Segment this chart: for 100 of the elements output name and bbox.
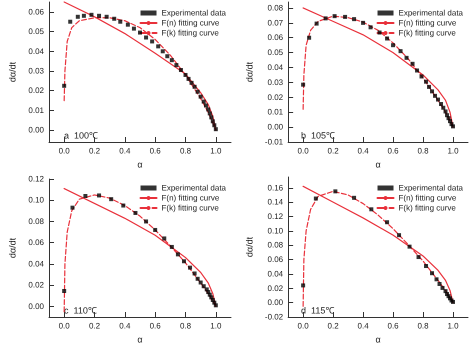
y-tick-label: 0.00 (268, 298, 284, 308)
x-tick-label: 0.2 (328, 322, 340, 330)
y-tick-label: 0.01 (28, 106, 45, 115)
point (97, 14, 102, 18)
y-tick-label: -0.02 (264, 312, 284, 322)
point (439, 102, 444, 106)
point (324, 16, 328, 20)
y-tick-label: 0.04 (28, 46, 45, 56)
legend-label: F(n) fitting curve (398, 194, 457, 202)
y-tick-label: 0.05 (28, 27, 45, 36)
point (410, 62, 415, 66)
x-tick-label: 0.0 (58, 322, 70, 330)
point (408, 244, 412, 249)
y-tick-label: 0.02 (268, 284, 284, 293)
y-axis-title: dα/dt (8, 237, 18, 258)
x-tick-label: 0.6 (150, 146, 162, 156)
y-tick-label: 0.06 (28, 238, 45, 248)
y-tick-label: 0.10 (28, 196, 45, 205)
y-tick-label: 0.03 (28, 66, 45, 76)
y-tick-label: 0.06 (28, 7, 45, 16)
point (433, 94, 438, 98)
point (420, 74, 424, 78)
point (176, 252, 180, 256)
point (82, 14, 86, 18)
point (126, 22, 130, 27)
y-tick-label: 0.05 (268, 48, 284, 58)
y-tick-label: 0.12 (268, 212, 284, 221)
point (368, 25, 373, 30)
point (62, 288, 66, 293)
point (332, 14, 337, 18)
x-tick-label: 0.0 (58, 146, 70, 156)
x-tick-label: 0.8 (417, 322, 430, 330)
point (436, 98, 440, 102)
point (397, 233, 402, 238)
point (214, 127, 218, 132)
y-tick-label: 0.02 (28, 86, 45, 96)
x-tick-label: 0.4 (119, 146, 131, 156)
point (214, 303, 218, 308)
x-axis-title: α (137, 334, 143, 344)
point (210, 119, 215, 124)
x-tick-label: 0.8 (417, 146, 430, 156)
legend-label: F(k) fitting curve (162, 204, 220, 212)
x-tick-label: 0.4 (358, 146, 370, 156)
legend-label: Experimental data (162, 8, 227, 18)
legend-label: Experimental data (398, 184, 464, 192)
point (121, 204, 126, 208)
point (144, 219, 148, 224)
legend-label: F(n) fitting curve (398, 18, 457, 28)
point (404, 56, 409, 60)
point (430, 89, 434, 94)
y-tick-label: 0.00 (28, 126, 45, 135)
point (170, 244, 174, 249)
point (162, 236, 166, 240)
point (398, 49, 403, 54)
point (68, 20, 72, 24)
y-tick-label: 0.04 (28, 259, 45, 268)
point (204, 104, 208, 108)
point (112, 16, 116, 21)
point (424, 80, 428, 84)
point (343, 14, 348, 19)
x-tick-label: 0.2 (88, 322, 101, 330)
point (89, 12, 94, 17)
x-axis-title: α (375, 160, 381, 170)
x-tick-label: 1.0 (210, 322, 222, 330)
point (70, 206, 75, 210)
y-tick-label: 0.06 (268, 33, 284, 42)
x-tick-label: 0.2 (88, 146, 101, 156)
point (361, 20, 366, 25)
y-tick-label: 0.00 (28, 302, 45, 311)
point (314, 196, 318, 201)
point (138, 30, 142, 35)
legend-label: F(n) fitting curve (162, 18, 220, 28)
y-axis-title: dα/dt (244, 236, 254, 258)
annotation: c 110℃ (64, 306, 97, 316)
annotation: d 115℃ (301, 306, 334, 316)
point (212, 123, 216, 128)
y-tick-label: 0.08 (28, 216, 45, 226)
y-tick-label: 0.16 (268, 183, 284, 192)
point (109, 197, 114, 202)
y-tick-label: 0.01 (268, 108, 284, 117)
point (206, 107, 210, 112)
point (434, 277, 439, 282)
point (444, 109, 448, 114)
point (198, 94, 203, 99)
point (391, 43, 396, 48)
y-tick-label: 0.08 (268, 3, 284, 12)
y-tick-label: 0.03 (268, 78, 284, 87)
point (385, 36, 390, 40)
y-tick-label: 0.04 (268, 63, 284, 72)
point (184, 72, 188, 77)
point (196, 276, 200, 281)
point (440, 286, 445, 290)
x-axis-title: α (375, 334, 381, 344)
point (132, 26, 136, 31)
point (438, 282, 442, 286)
point (202, 284, 206, 288)
point (62, 84, 66, 88)
point (430, 271, 434, 276)
point (333, 189, 338, 194)
point (97, 193, 102, 198)
